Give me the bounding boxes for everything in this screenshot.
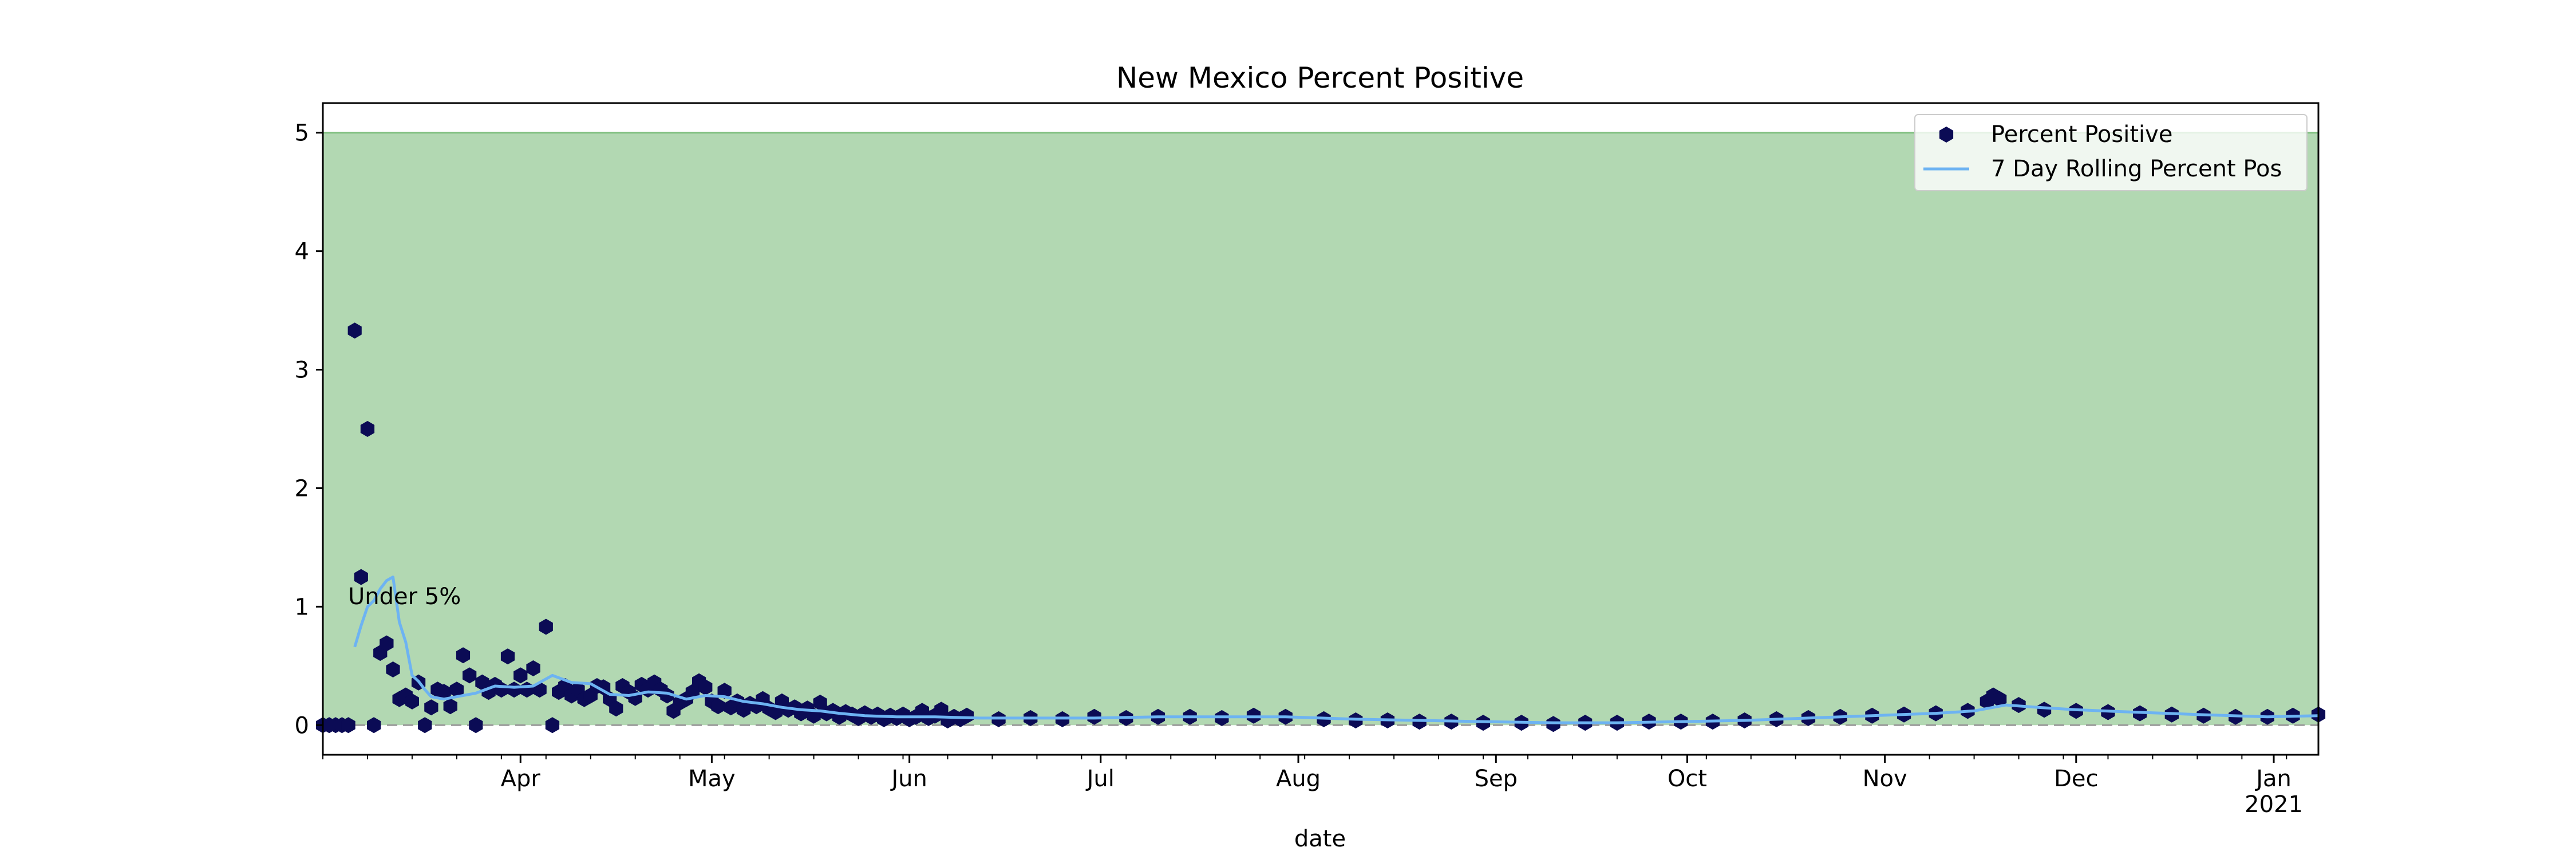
x-tick-label: Jun (890, 766, 927, 792)
x-tick-label: Jan (2254, 766, 2291, 792)
data-point (513, 667, 528, 684)
data-point (609, 700, 623, 717)
data-point (360, 421, 375, 437)
y-tick-label: 0 (295, 712, 309, 739)
data-point (443, 698, 457, 715)
data-point (463, 667, 477, 684)
x-tick-label: May (688, 766, 736, 792)
data-point (526, 660, 540, 676)
data-point (405, 693, 419, 710)
data-point (469, 717, 483, 734)
under-5-percent-band (323, 132, 2318, 726)
data-point (660, 687, 674, 704)
x-tick-label: Oct (1668, 766, 1707, 792)
data-point (418, 717, 432, 734)
data-point (813, 695, 827, 711)
y-tick-label: 3 (295, 357, 309, 384)
data-point (711, 698, 725, 715)
legend-frame (1914, 114, 2308, 191)
data-point (424, 699, 438, 716)
rolling-average-line (353, 576, 2319, 724)
axes-frame (322, 102, 2320, 756)
data-point (354, 569, 368, 585)
y-tick-label: 4 (295, 239, 309, 265)
legend-label-percent-positive: Percent Positive (1991, 121, 2172, 148)
legend-label-rolling: 7 Day Rolling Percent Pos (1991, 156, 2282, 182)
x-tick-label: Aug (1276, 766, 1321, 792)
data-point (456, 647, 471, 664)
x-tick-label: Dec (2054, 766, 2098, 792)
x-tick-label: Sep (1475, 766, 1518, 792)
y-tick-label: 2 (295, 475, 309, 502)
band-annotation: Under 5% (348, 584, 461, 610)
data-point (347, 322, 362, 339)
y-axis: 0 1 2 3 4 5 (295, 120, 323, 739)
x-tick-label: Jul (1085, 766, 1115, 792)
x-tick-label: Nov (1863, 766, 1907, 792)
y-tick-label: 1 (295, 594, 309, 620)
data-point (500, 648, 515, 665)
data-point (380, 635, 394, 652)
data-point (341, 717, 355, 734)
data-point (386, 661, 400, 677)
data-point (698, 679, 713, 696)
x-tick-label: Apr (501, 766, 541, 792)
chart-title: New Mexico Percent Positive (1116, 61, 1524, 94)
data-point (1993, 691, 2007, 707)
data-point (367, 717, 381, 734)
y-tick-label: 5 (295, 120, 309, 147)
data-point (934, 702, 949, 718)
data-point (507, 681, 521, 698)
legend-marker-percent-positive (1939, 127, 1954, 143)
data-point (545, 717, 560, 734)
data-point (717, 683, 732, 699)
legend: Percent Positive 7 Day Rolling Percent P… (1914, 114, 2308, 191)
data-point (959, 707, 974, 724)
data-point (437, 684, 451, 700)
data-point (449, 681, 464, 698)
x-axis-label: date (1294, 826, 1346, 852)
data-point (539, 618, 553, 635)
data-point (2037, 702, 2052, 718)
x-tick-sublabel: 2021 (2245, 791, 2303, 818)
